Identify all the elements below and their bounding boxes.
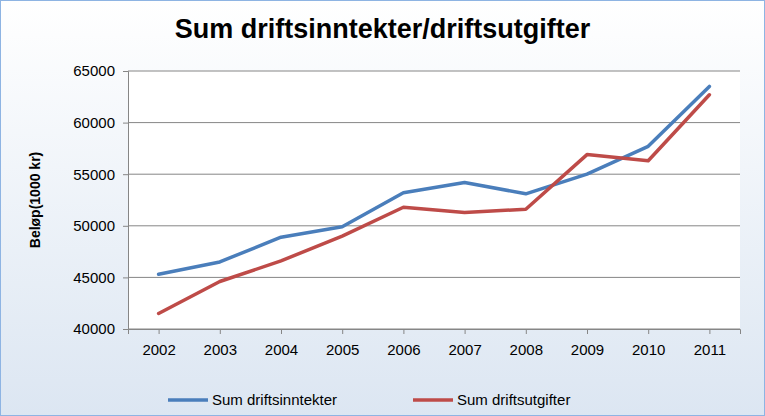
y-tick: 40000	[73, 320, 128, 337]
x-tick-mark	[220, 329, 221, 334]
x-tick-mark	[281, 329, 282, 334]
x-tick-label: 2006	[387, 341, 420, 358]
x-tick-mark	[159, 329, 160, 334]
x-tick: 2008	[510, 329, 543, 358]
y-tick-label: 45000	[73, 269, 115, 286]
grid	[128, 71, 740, 329]
y-tick: 45000	[73, 269, 128, 286]
legend: Sum driftsinntekter Sum driftsutgifter	[168, 391, 570, 408]
legend-swatch	[413, 398, 453, 402]
y-tick-label: 60000	[73, 114, 115, 131]
series-line	[159, 86, 710, 274]
x-tick: 2009	[571, 329, 604, 358]
legend-label: Sum driftsutgifter	[457, 391, 570, 408]
x-tick-mark	[648, 329, 649, 334]
legend-swatch	[168, 398, 208, 402]
x-tick-mark	[526, 329, 527, 334]
grid-line	[128, 122, 740, 123]
y-tick-mark	[123, 277, 128, 278]
lines	[159, 86, 710, 313]
x-axis-line	[129, 330, 741, 335]
x-tick-mark	[465, 329, 466, 334]
x-tick: 2011	[694, 329, 726, 358]
y-tick-mark	[123, 329, 128, 330]
legend-item: Sum driftsinntekter	[168, 391, 337, 408]
y-tick-mark	[123, 226, 128, 227]
x-axis: 2002 2003 2004 2005 2006 2007 2008 2009 2010 2011	[129, 329, 741, 358]
y-axis-line	[123, 72, 129, 330]
x-tick: 2005	[326, 329, 359, 358]
plot-area	[128, 71, 740, 329]
x-tick-mark	[709, 329, 710, 334]
grid-line	[128, 174, 740, 175]
x-tick: 2006	[387, 329, 420, 358]
y-axis-title: Beløp(1000 kr)	[27, 152, 43, 248]
x-tick-label: 2011	[694, 341, 726, 358]
chart: 4000045000500005500060000650002002200320…	[0, 0, 765, 416]
x-tick: 2007	[448, 329, 481, 358]
chart-background	[1, 1, 765, 416]
y-tick-mark	[123, 71, 128, 72]
y-tick-label: 55000	[73, 166, 115, 183]
x-tick: 2002	[142, 329, 175, 358]
y-axis: 40000 45000 50000 55000 60000 65000	[73, 62, 128, 337]
x-tick-label: 2007	[448, 341, 481, 358]
x-tick: 2004	[265, 329, 298, 358]
x-tick-label: 2003	[204, 341, 237, 358]
legend-item: Sum driftsutgifter	[413, 391, 570, 408]
series-line	[159, 95, 710, 314]
y-tick-label: 40000	[73, 320, 115, 337]
y-tick: 55000	[73, 166, 128, 183]
grid-line	[128, 225, 740, 226]
y-tick: 60000	[73, 114, 128, 131]
x-tick-mark	[403, 329, 404, 334]
grid-line	[128, 277, 740, 278]
x-tick: 2010	[632, 329, 665, 358]
x-tick-label: 2002	[142, 341, 175, 358]
x-tick-label: 2010	[632, 341, 665, 358]
y-tick-mark	[123, 174, 128, 175]
x-tick-label: 2005	[326, 341, 359, 358]
legend-label: Sum driftsinntekter	[212, 391, 337, 408]
x-tick: 2003	[204, 329, 237, 358]
x-tick-label: 2004	[265, 341, 298, 358]
y-tick: 50000	[73, 217, 128, 234]
x-tick-mark	[587, 329, 588, 334]
y-tick: 65000	[73, 62, 128, 79]
grid-line	[128, 71, 740, 72]
x-tick-mark	[342, 329, 343, 334]
x-tick-label: 2008	[510, 341, 543, 358]
y-tick-mark	[123, 123, 128, 124]
title: Sum driftsinntekter/driftsutgifter	[175, 14, 591, 44]
x-tick-label: 2009	[571, 341, 604, 358]
y-tick-label: 65000	[73, 62, 115, 79]
y-tick-label: 50000	[73, 217, 115, 234]
